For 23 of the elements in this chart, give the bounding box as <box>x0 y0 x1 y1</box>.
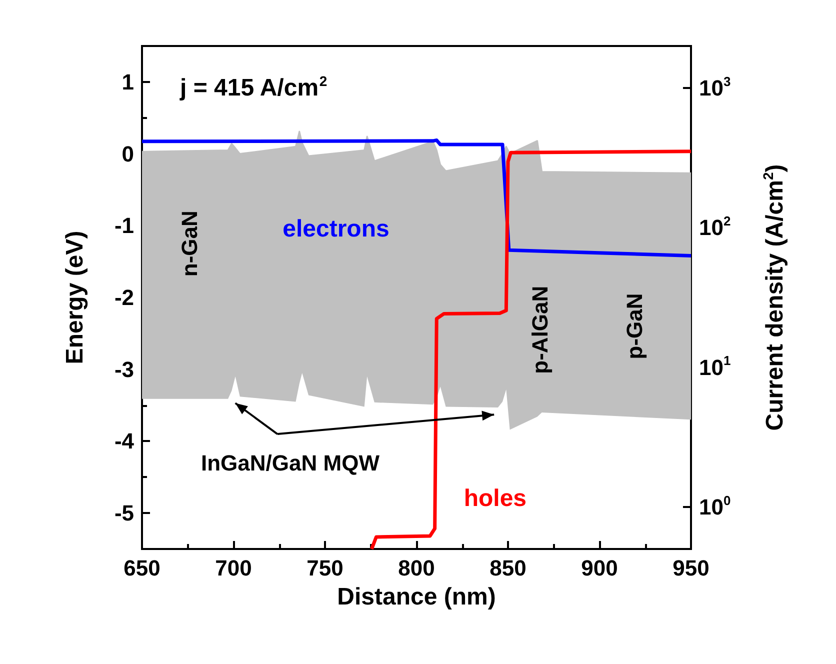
x-tick-label: 800 <box>398 556 435 580</box>
annotation: n-GaN <box>177 210 202 277</box>
y-tick-label: 0 <box>122 141 134 166</box>
annotation: InGaN/GaN MQW <box>201 450 380 476</box>
y-tick-label: -3 <box>114 356 134 382</box>
annotation: p-AlGaN <box>528 286 553 374</box>
y-tick-label: 1 <box>122 69 134 94</box>
y-tick-label: -5 <box>114 500 134 526</box>
y-axis-title: Energy (eV) <box>62 230 88 364</box>
y2-axis-title: Current density (A/cm2) <box>760 164 789 431</box>
y-tick-label: -2 <box>114 285 134 310</box>
x-tick-label: 900 <box>581 556 618 580</box>
x-tick-label: 850 <box>490 556 526 580</box>
y-tick-label: -4 <box>114 428 135 454</box>
series-label: holes <box>464 485 527 512</box>
x-tick-label: 700 <box>215 556 252 580</box>
x-axis-title: Distance (nm) <box>337 584 496 610</box>
x-tick-label: 750 <box>306 556 344 580</box>
y-tick-label: -1 <box>114 213 134 238</box>
x-tick-label: 650 <box>124 556 160 580</box>
x-tick-label: 950 <box>672 556 710 580</box>
text: electrons <box>282 216 390 243</box>
annotation: p-GaN <box>622 293 647 360</box>
